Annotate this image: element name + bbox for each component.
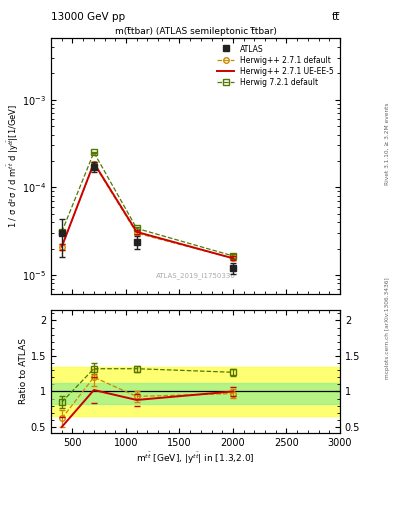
Bar (51, 383, 340, 404)
Bar (51, 367, 340, 416)
Y-axis label: 1 / σ d²σ / d m$^{t\bar{t}}$ d |y$^{t\bar{t}}$|[1/GeV]: 1 / σ d²σ / d m$^{t\bar{t}}$ d |y$^{t\ba… (5, 104, 21, 228)
Text: Rivet 3.1.10, ≥ 3.2M events: Rivet 3.1.10, ≥ 3.2M events (385, 102, 389, 185)
Text: tt̅: tt̅ (332, 11, 340, 22)
Text: 13000 GeV pp: 13000 GeV pp (51, 11, 125, 22)
Legend: ATLAS, Herwig++ 2.7.1 default, Herwig++ 2.7.1 UE-EE-5, Herwig 7.2.1 default: ATLAS, Herwig++ 2.7.1 default, Herwig++ … (215, 42, 336, 90)
Text: mcplots.cern.ch [arXiv:1306.3436]: mcplots.cern.ch [arXiv:1306.3436] (385, 277, 389, 378)
Y-axis label: Ratio to ATLAS: Ratio to ATLAS (19, 338, 28, 404)
X-axis label: m$^{t\bar{t}}$ [GeV], |y$^{t\bar{t}}$| in [1.3,2.0]: m$^{t\bar{t}}$ [GeV], |y$^{t\bar{t}}$| i… (136, 450, 255, 466)
Text: ATLAS_2019_I1750330: ATLAS_2019_I1750330 (156, 272, 235, 279)
Title: m(t̅tbar) (ATLAS semileptonic t̅tbar): m(t̅tbar) (ATLAS semileptonic t̅tbar) (115, 27, 276, 36)
